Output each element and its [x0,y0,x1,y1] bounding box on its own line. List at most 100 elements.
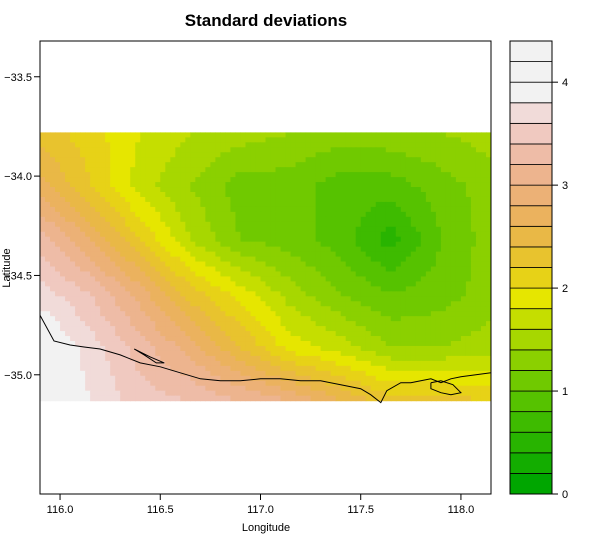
contour-cell [70,266,76,273]
contour-cell [210,380,216,387]
contour-cell [240,390,247,397]
contour-cell [480,345,487,352]
contour-cell [270,196,277,203]
contour-cell [450,192,457,198]
contour-cell [325,355,332,362]
contour-cell [375,216,382,223]
contour-cell [320,306,327,312]
contour-cell [250,306,257,312]
contour-cell [375,261,382,268]
contour-cell [105,261,111,268]
contour-cell [340,201,347,208]
contour-cell [75,326,81,332]
contour-cell [335,370,342,377]
contour-cell [250,261,257,268]
contour-cell [60,380,66,387]
contour-cell [485,167,491,173]
contour-cell [290,192,297,198]
contour-cell [325,266,332,273]
contour-cell [480,326,487,332]
contour-cell [475,216,482,223]
contour-cell [255,137,262,143]
contour-cell [460,172,467,178]
contour-cell [135,251,141,258]
contour-cell [70,177,76,183]
contour-cell [220,341,227,347]
contour-cell [360,157,367,163]
contour-cell [340,187,347,193]
contour-cell [230,221,237,228]
contour-cell [200,192,206,198]
contour-cell [475,241,482,248]
contour-cell [280,192,287,198]
contour-cell [75,137,81,143]
contour-cell [110,226,116,233]
contour-cell [150,226,156,233]
contour-cell [435,301,442,307]
contour-cell [435,311,442,317]
contour-cell [280,187,287,193]
contour-cell [150,206,156,213]
contour-cell [215,246,221,253]
contour-cell [125,201,131,208]
contour-cell [90,137,96,143]
contour-cell [480,390,487,397]
contour-cell [225,152,232,158]
contour-cell [220,271,227,278]
contour-cell [340,375,347,382]
contour-cell [470,162,477,168]
contour-cell [470,266,477,273]
contour-cell [195,316,201,322]
contour-cell [155,142,161,148]
contour-cell [45,341,51,347]
contour-cell [65,316,71,322]
contour-cell [160,355,166,362]
contour-cell [125,385,131,392]
contour-cell [455,341,462,347]
contour-cell [470,345,477,352]
contour-cell [415,157,422,163]
contour-cell [295,157,302,163]
contour-cell [435,345,442,352]
contour-cell [310,246,317,253]
contour-cell [315,360,322,367]
contour-cell [45,261,51,268]
contour-cell [360,246,367,253]
contour-cell [80,281,86,287]
contour-cell [445,167,452,173]
contour-cell [110,321,116,327]
contour-cell [280,182,287,188]
contour-cell [170,187,176,193]
contour-cell [140,182,146,188]
contour-cell [65,321,71,327]
contour-cell [50,316,56,322]
contour-cell [465,142,472,148]
contour-cell [220,336,227,342]
contour-cell [205,152,211,158]
contour-cell [100,345,106,352]
contour-cell [70,355,76,362]
contour-cell [220,211,227,218]
contour-cell [435,380,442,387]
contour-cell [465,251,472,258]
contour-cell [255,221,262,228]
contour-cell [455,132,462,138]
contour-cell [485,316,491,322]
contour-cell [335,355,342,362]
contour-cell [450,331,457,337]
contour-cell [330,385,337,392]
contour-cell [485,375,491,382]
contour-cell [75,360,81,367]
contour-cell [470,380,477,387]
contour-cell [275,231,282,238]
contour-cell [350,216,357,223]
contour-cell [100,221,106,228]
contour-cell [205,201,211,208]
contour-cell [340,147,347,153]
contour-cell [335,286,342,292]
contour-cell [345,316,352,322]
contour-cell [250,385,257,392]
contour-cell [105,231,111,238]
contour-cell [425,281,432,287]
contour-cell [245,281,252,287]
